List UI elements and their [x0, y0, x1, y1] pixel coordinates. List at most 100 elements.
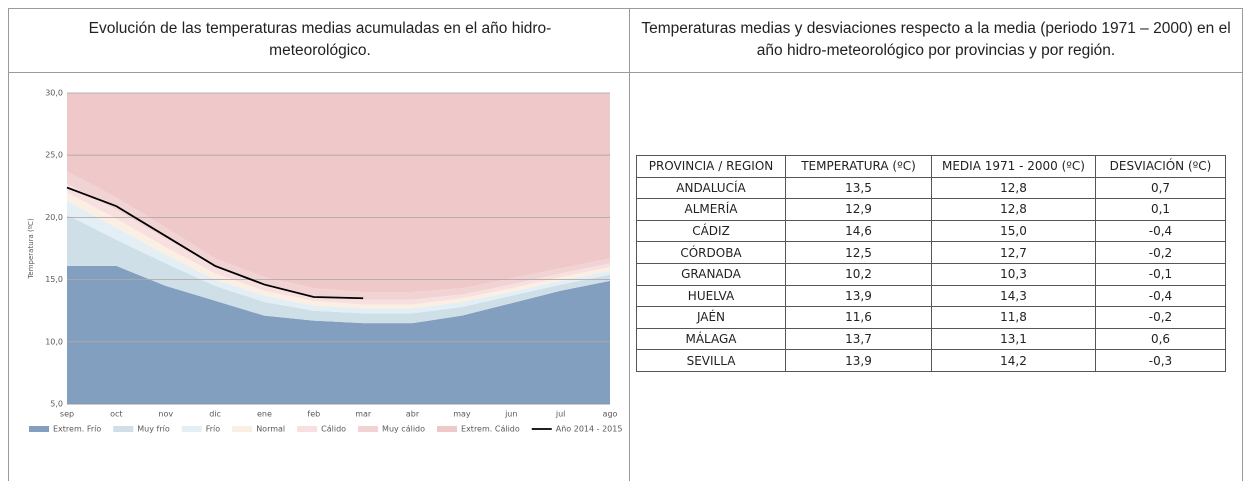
legend-swatch [29, 426, 49, 432]
table-cell: ANDALUCÍA [636, 176, 786, 200]
column-header: PROVINCIA / REGION [636, 155, 786, 178]
x-tick-label: dic [209, 410, 221, 419]
table-cell: 13,9 [785, 284, 932, 308]
table-cell: -0,4 [1095, 284, 1226, 308]
frame-middle [629, 8, 630, 481]
table-cell: 11,8 [931, 306, 1096, 329]
y-tick-label: 5,0 [50, 400, 63, 409]
legend-label: Frío [206, 425, 221, 434]
y-tick-label: 10,0 [45, 337, 63, 346]
table-cell: -0,3 [1095, 349, 1226, 372]
table-cell: 12,8 [931, 198, 1096, 221]
table-cell: 13,7 [785, 327, 932, 351]
plot-areas [67, 93, 610, 404]
legend-label: Año 2014 - 2015 [556, 425, 623, 434]
column-header: TEMPERATURA (ºC) [785, 155, 932, 178]
legend-label: Extrem. Frío [53, 425, 101, 434]
table-cell: SEVILLA [636, 349, 786, 372]
table-cell: CÁDIZ [636, 219, 786, 243]
chart: 5,0 10,0 15,0 20,0 25,0 30,0 sep oct nov dic ene fe… [27, 89, 623, 434]
x-tick-label: nov [158, 410, 173, 419]
area-band [67, 93, 610, 293]
legend-label: Normal [256, 425, 285, 434]
legend-swatch [181, 426, 202, 432]
table-cell: 14,3 [931, 284, 1096, 308]
table-cell: 0,6 [1095, 327, 1226, 351]
table-cell: 0,7 [1095, 176, 1226, 200]
table-cell: 10,3 [931, 262, 1096, 286]
legend-swatch [297, 426, 318, 432]
table-cell: MÁLAGA [636, 327, 786, 351]
y-tick-label: 25,0 [45, 151, 63, 160]
frame-left [8, 8, 9, 481]
table-row: MÁLAGA 13,7 13,1 0,6 [636, 327, 1226, 351]
frame-top [8, 8, 1243, 9]
legend-swatch [113, 426, 134, 432]
legend-label: Cálido [321, 425, 346, 434]
frame-right [1242, 8, 1243, 481]
table-cell: 12,5 [785, 241, 932, 264]
legend-swatch [358, 426, 379, 432]
table-row: JAÉN 11,6 11,8 -0,2 [636, 306, 1226, 329]
column-header: DESVIACIÓN (ºC) [1095, 155, 1226, 178]
table-cell: 0,1 [1095, 198, 1226, 221]
table-cell: GRANADA [636, 262, 786, 286]
table-cell: 11,6 [785, 306, 932, 329]
table-cell: 12,7 [931, 241, 1096, 264]
x-tick-label: ene [257, 410, 272, 419]
table-row: ALMERÍA 12,9 12,8 0,1 [636, 198, 1226, 221]
y-axis-label: Temperatura (ºC) [27, 218, 35, 280]
table-row: HUELVA 13,9 14,3 -0,4 [636, 284, 1226, 308]
area-band [67, 214, 610, 324]
area-band [67, 171, 610, 300]
table-body: ANDALUCÍA 13,5 12,8 0,7 ALMERÍA 12,9 12,8 0,1 CÁ… [636, 176, 1226, 372]
table-row: ANDALUCÍA 13,5 12,8 0,7 [636, 176, 1226, 200]
x-tick-label: mar [355, 410, 372, 419]
x-tick-label: ago [603, 410, 618, 419]
header-left: Evolución de las temperaturas medias acu… [88, 20, 552, 59]
x-tick-label: may [453, 410, 471, 419]
frame-divider [8, 72, 1243, 73]
table-row: SEVILLA 13,9 14,2 -0,3 [636, 349, 1226, 372]
table-cell: JAÉN [636, 306, 786, 329]
table-cell: 13,1 [931, 327, 1096, 351]
x-tick-label: oct [110, 410, 122, 419]
y-tick-label: 15,0 [45, 275, 63, 284]
table-cell: -0,4 [1095, 219, 1226, 243]
table-cell: -0,2 [1095, 241, 1226, 264]
table-row: GRANADA 10,2 10,3 -0,1 [636, 262, 1226, 286]
x-tick-label: jul [555, 410, 566, 419]
legend-label: Muy cálido [382, 425, 425, 434]
header-right: Temperaturas medias y desviaciones respe… [641, 20, 1231, 59]
table-cell: ALMERÍA [636, 198, 786, 221]
table-cell: 14,6 [785, 219, 932, 243]
table-cell: 12,8 [931, 176, 1096, 200]
table-row: CÓRDOBA 12,5 12,7 -0,2 [636, 241, 1226, 264]
table-cell: 10,2 [785, 262, 932, 286]
x-tick-label: sep [60, 410, 74, 419]
table-cell: CÓRDOBA [636, 241, 786, 264]
legend-swatch [232, 426, 253, 432]
x-tick-label: jun [504, 410, 517, 419]
column-header: MEDIA 1971 - 2000 (ºC) [931, 155, 1096, 178]
table-cell: 12,9 [785, 198, 932, 221]
table-cell: 13,9 [785, 349, 932, 372]
x-tick-label: abr [406, 410, 420, 419]
table-cell: -0,2 [1095, 306, 1226, 329]
line-series [66, 186, 364, 300]
table-cell: 13,5 [785, 176, 932, 200]
y-tick-label: 30,0 [45, 89, 63, 98]
table-head: PROVINCIA / REGION TEMPERATURA (ºC) MEDIA … [636, 155, 1226, 178]
table-cell: -0,1 [1095, 262, 1226, 286]
x-tick-label: feb [307, 410, 320, 419]
y-tick-label: 20,0 [45, 213, 63, 222]
header-row: PROVINCIA / REGION TEMPERATURA (ºC) MEDIA … [636, 155, 1226, 178]
legend-swatch [437, 426, 458, 432]
table-cell: HUELVA [636, 284, 786, 308]
area-band [67, 265, 610, 404]
data-table: PROVINCIA / REGION TEMPERATURA (ºC) MEDIA … [636, 155, 1226, 372]
table-row: CÁDIZ 14,6 15,0 -0,4 [636, 219, 1226, 243]
legend-label: Muy frío [137, 425, 170, 434]
legend-label: Extrem. Cálido [461, 425, 520, 434]
